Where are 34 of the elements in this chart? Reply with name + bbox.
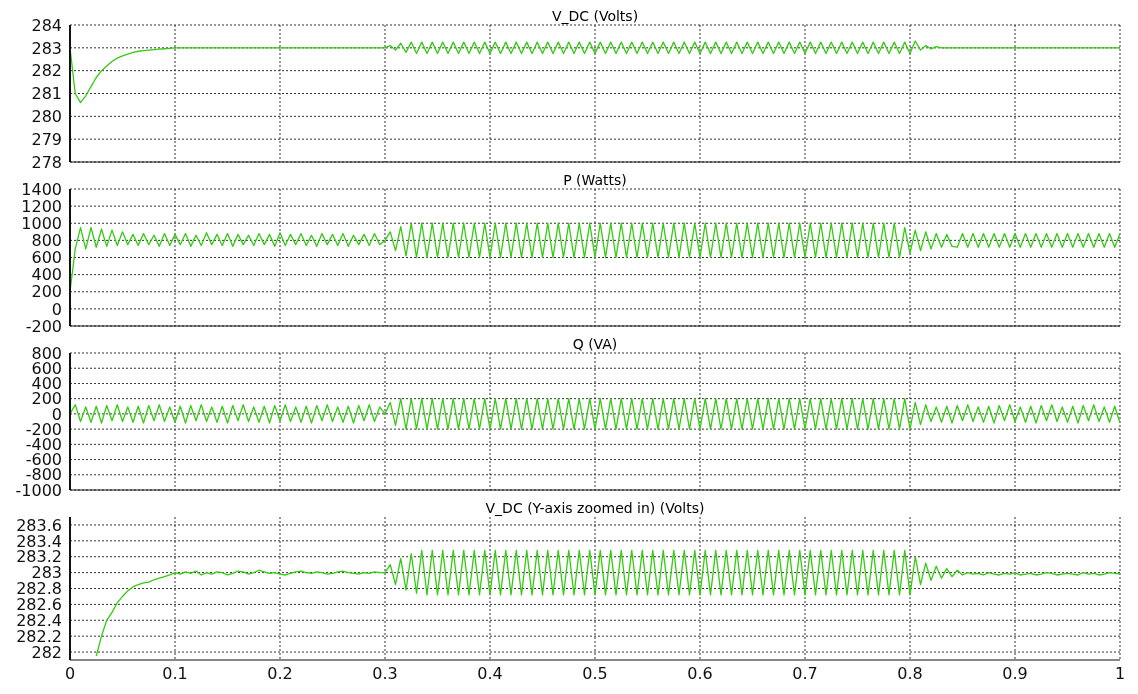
y-tick-label: 0 — [51, 299, 62, 319]
y-tick-label: 283 — [31, 38, 62, 58]
x-tick-label: 1 — [1114, 664, 1126, 684]
chart-title: P (Watts) — [562, 172, 628, 188]
chart-title: V_DC (Y-axis zoomed in) (Volts) — [484, 500, 706, 516]
y-tick-label: 800 — [31, 231, 62, 251]
line-series — [95, 549, 1120, 657]
chart-title: Q (VA) — [571, 336, 619, 352]
x-tick-label: 0.4 — [477, 664, 503, 684]
y-tick-label: 280 — [31, 107, 62, 127]
x-tick-label: 0.2 — [267, 664, 293, 684]
x-tick-label: 0.9 — [1002, 664, 1028, 684]
y-tick-label: 400 — [31, 265, 62, 285]
y-tick-label: 1200 — [21, 196, 62, 216]
y-tick-label: 278 — [31, 152, 62, 172]
x-tick-label: 0.5 — [582, 664, 608, 684]
y-tick-label: 200 — [31, 282, 62, 302]
line-series — [70, 40, 1120, 104]
y-tick-label: 1400 — [21, 179, 62, 199]
x-tick-label: 0.3 — [372, 664, 398, 684]
y-tick-label: 600 — [31, 248, 62, 268]
x-tick-label: 0.7 — [792, 664, 818, 684]
y-tick-label: -200 — [25, 316, 62, 336]
line-series — [70, 398, 1120, 430]
y-tick-label: 279 — [31, 129, 62, 149]
chart-title: V_DC (Volts) — [550, 8, 640, 24]
y-tick-label: 282 — [31, 61, 62, 81]
x-tick-label: 0.6 — [687, 664, 713, 684]
x-tick-label: 0.8 — [897, 664, 923, 684]
x-tick-label: 0.1 — [162, 664, 188, 684]
y-tick-label: 281 — [31, 84, 62, 104]
y-tick-label: 1000 — [21, 213, 62, 233]
y-tick-label: 284 — [31, 15, 62, 35]
x-tick-label: 0 — [64, 664, 76, 684]
